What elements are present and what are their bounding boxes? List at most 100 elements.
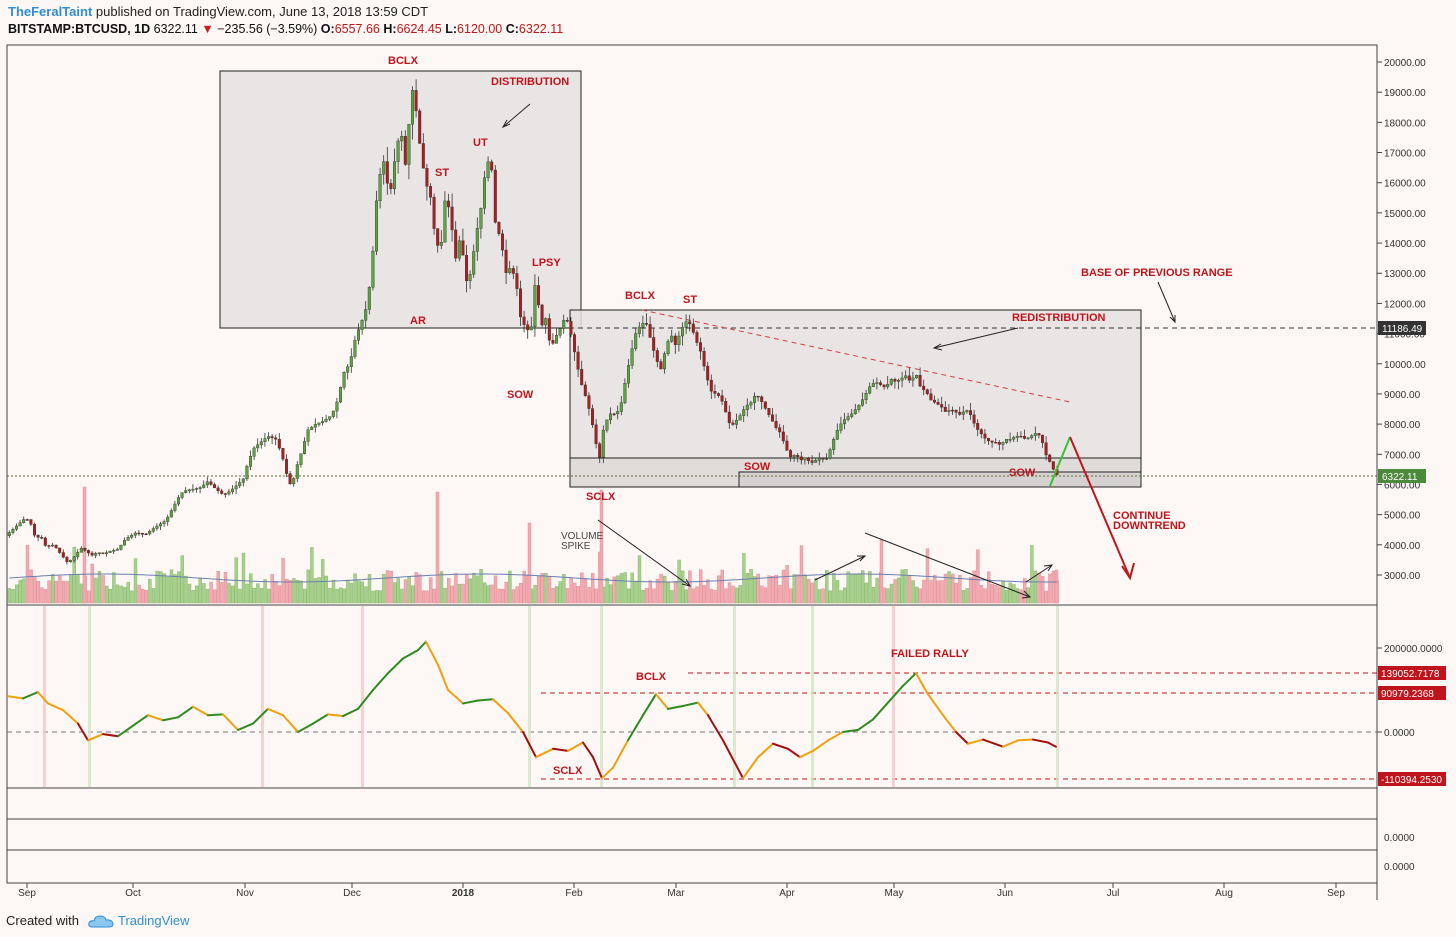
osc-highlight-column [361,606,364,787]
candle-body [519,288,523,318]
volume-bar [969,577,973,604]
candle-body [382,161,386,175]
volume-bar [670,590,674,604]
candle-body [825,458,829,460]
candle-body [522,316,526,325]
candle-body [922,385,926,390]
candle-body [245,466,249,480]
candle-body [176,497,180,505]
volume-bar [756,573,760,604]
volume-bar [803,574,807,604]
tradingview-link[interactable]: TradingView [118,913,190,928]
volume-bar [789,588,793,604]
oscillator-panel[interactable] [6,604,1378,789]
publisher-name[interactable]: TheFeralTaint [8,4,93,19]
price-tick-label: 19000.00 [1384,88,1426,99]
volume-bar [486,585,490,604]
candle-body [537,285,541,306]
candle-body [378,174,382,202]
candle-body [155,525,159,529]
volume-bar [137,584,141,604]
volume-bar [727,582,732,604]
candle-body [385,161,389,184]
candle-body [677,335,681,345]
volume-bar [760,585,764,604]
osc-highlight-column [528,606,531,787]
empty-panel-2[interactable] [6,818,1378,851]
volume-bar [285,578,289,604]
candle-body [439,242,443,246]
osc-tag-label: 90979.2368 [1381,689,1434,700]
candle-body [450,206,454,231]
candle-body [371,250,375,288]
candle-body [1037,433,1041,436]
ann-failed-rally: FAILED RALLY [891,648,969,660]
candle-body [187,489,191,492]
price-tick-label: 3000.00 [1384,571,1421,582]
candle-body [605,419,609,431]
volume-bar [583,578,588,604]
price-tick-label: 9000.00 [1384,390,1421,401]
price-tick-label: 18000.00 [1384,118,1426,129]
candle-body [97,552,101,554]
candle-body [555,334,559,344]
candle-body [1005,439,1009,443]
volume-bar [108,589,113,604]
candle-body [22,519,26,523]
candle-body [846,416,850,420]
oscillator-segment [192,705,209,717]
candle-body [306,429,310,442]
close-value: 6322.11 [518,22,564,36]
oscillator-segment [927,693,944,717]
candle-body [220,490,224,494]
volume-bar [997,586,1002,604]
oscillator-line [7,640,1057,780]
volume-bar [655,578,660,604]
candle-body [969,410,973,416]
volume-bar [407,577,411,604]
oscillator-segment [267,707,284,717]
volume-bar [713,590,717,604]
volume-bar [241,552,246,604]
candle-body [907,375,911,381]
volume-bar [173,574,177,604]
oscillator-segment [942,714,957,733]
volume-bar [151,588,156,604]
price-tick-label: 15000.00 [1384,209,1426,220]
volume-bar [771,576,775,604]
volume-bar [749,569,753,604]
candle-body [313,424,317,428]
candle-body [573,334,577,353]
ann-volume: VOLUME [561,531,604,542]
volume-bar [454,573,458,604]
candle-body [778,427,782,433]
candle-body [33,524,37,536]
volume-bar [562,574,566,604]
ann-bclx-top: BCLX [388,55,419,67]
candle-body [940,404,944,408]
volume-bar [299,580,303,604]
candle-body [263,438,267,442]
empty-panel-3[interactable] [6,849,1378,884]
oscillator-segment [787,747,801,759]
oscillator-segment [177,705,194,719]
candle-body [14,525,18,530]
volume-bar [277,585,282,604]
candle-body [695,332,699,343]
volume-bar [375,590,379,604]
candle-body [954,409,958,413]
tradingview-cloud-icon [88,915,114,928]
volume-bar [893,579,897,604]
price-change: −235.56 (−3.59%) [217,22,318,36]
price-tick-label: 7000.00 [1384,450,1421,461]
candle-body [699,342,703,352]
volume-bar [443,587,447,604]
empty-panel-1[interactable] [6,787,1378,820]
candle-body [684,321,688,328]
oscillator-segment [1017,738,1034,742]
volume-bar [853,573,858,604]
candle-body [130,534,134,538]
btc-chart[interactable]: BCLX DISTRIBUTION UT ST AR LPSY SOW BCLX… [0,0,1456,905]
candle-body [11,529,15,533]
candle-body [436,228,440,246]
